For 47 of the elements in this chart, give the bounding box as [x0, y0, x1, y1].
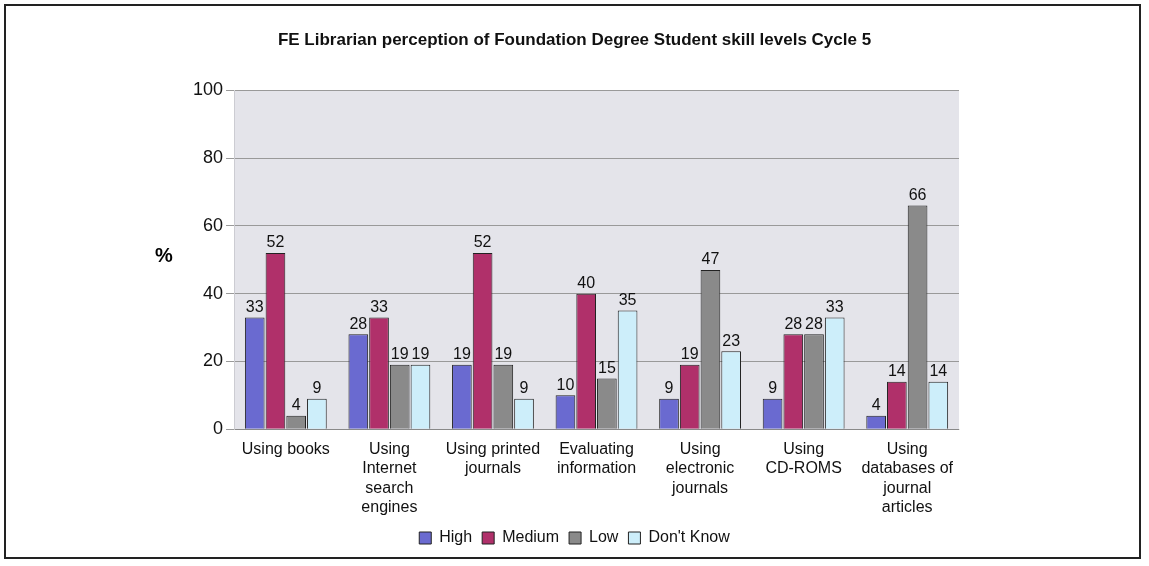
- data-label: 52: [266, 233, 285, 251]
- data-label: 23: [722, 331, 741, 349]
- data-label: 19: [452, 345, 471, 363]
- x-tick-label: Using books: [241, 440, 330, 458]
- data-label: 9: [519, 379, 529, 397]
- data-label: 9: [312, 379, 322, 397]
- x-tick-label: Using Internet search engines: [361, 440, 418, 515]
- data-label: 14: [929, 362, 948, 380]
- data-label: 28: [349, 314, 368, 332]
- data-label: 47: [701, 250, 720, 268]
- y-axis-title: %: [155, 244, 173, 267]
- legend-label: Medium: [502, 528, 560, 546]
- x-tick-label: Using printed journals: [445, 440, 541, 477]
- x-tick-label: Using CD-ROMS: [765, 440, 842, 477]
- data-label: 19: [680, 345, 699, 363]
- data-label: 19: [411, 345, 430, 363]
- data-label: 52: [473, 233, 492, 251]
- x-tick-label: Using databases of journal articles: [861, 440, 954, 515]
- data-label: 33: [370, 297, 389, 315]
- data-label: 14: [887, 362, 906, 380]
- data-label: 28: [805, 314, 824, 332]
- data-label: 28: [784, 314, 803, 332]
- data-label: 4: [871, 396, 881, 414]
- x-tick-label: Evaluating information: [556, 440, 637, 477]
- chart-title: FE Librarian perception of Foundation Degree Student skill levels Cycle 5: [277, 29, 872, 49]
- data-label: 15: [597, 358, 616, 376]
- data-label: 33: [245, 297, 264, 315]
- legend-label: High: [439, 528, 473, 546]
- data-label: 9: [664, 379, 674, 397]
- data-label: 4: [291, 396, 301, 414]
- legend-label: Don't Know: [648, 528, 731, 546]
- data-label: 40: [577, 274, 596, 292]
- y-tick-label: 60: [203, 214, 224, 235]
- y-tick-label: 40: [203, 282, 224, 303]
- data-label: 66: [908, 186, 927, 203]
- data-label: 19: [390, 345, 409, 363]
- data-label: 9: [768, 379, 778, 397]
- data-label: 33: [825, 297, 844, 315]
- y-tick-label: 80: [203, 147, 224, 168]
- legend-label: Low: [589, 528, 619, 546]
- x-tick-label: Using electronic journals: [665, 440, 735, 496]
- y-tick-label: 20: [203, 350, 224, 371]
- data-label: 10: [556, 375, 575, 393]
- data-label: 35: [618, 291, 637, 309]
- y-tick-label: 100: [192, 79, 224, 100]
- y-tick-label: 0: [213, 418, 224, 439]
- data-label: 19: [494, 345, 513, 363]
